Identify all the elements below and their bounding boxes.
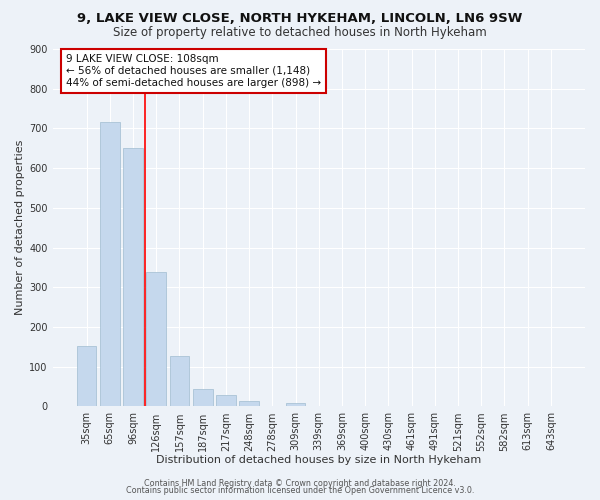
X-axis label: Distribution of detached houses by size in North Hykeham: Distribution of detached houses by size …	[156, 455, 481, 465]
Bar	[77, 346, 97, 406]
Bar	[239, 402, 259, 406]
Bar	[123, 148, 143, 406]
Bar	[170, 356, 190, 406]
Bar	[193, 390, 212, 406]
Bar	[286, 402, 305, 406]
Text: 9 LAKE VIEW CLOSE: 108sqm
← 56% of detached houses are smaller (1,148)
44% of se: 9 LAKE VIEW CLOSE: 108sqm ← 56% of detac…	[66, 54, 321, 88]
Bar	[146, 272, 166, 406]
Bar	[216, 394, 236, 406]
Text: 9, LAKE VIEW CLOSE, NORTH HYKEHAM, LINCOLN, LN6 9SW: 9, LAKE VIEW CLOSE, NORTH HYKEHAM, LINCO…	[77, 12, 523, 26]
Text: Contains HM Land Registry data © Crown copyright and database right 2024.: Contains HM Land Registry data © Crown c…	[144, 478, 456, 488]
Y-axis label: Number of detached properties: Number of detached properties	[15, 140, 25, 316]
Text: Contains public sector information licensed under the Open Government Licence v3: Contains public sector information licen…	[126, 486, 474, 495]
Text: Size of property relative to detached houses in North Hykeham: Size of property relative to detached ho…	[113, 26, 487, 39]
Bar	[100, 122, 119, 406]
